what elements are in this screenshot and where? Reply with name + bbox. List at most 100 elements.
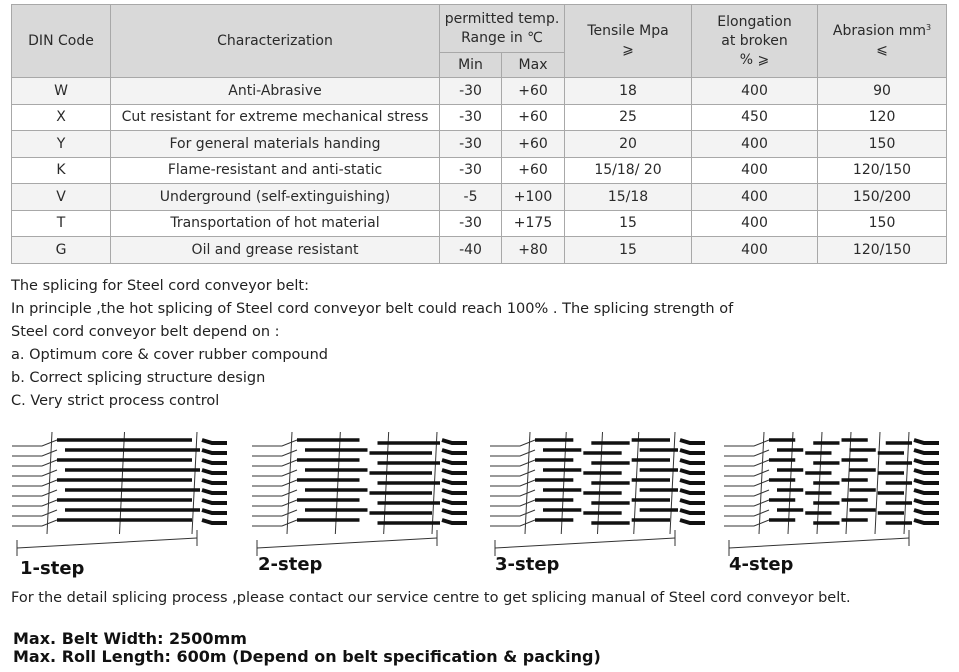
table-row: V Underground (self-extinguishing) -5 +100 1… [11,183,948,211]
thin-cord [724,489,770,497]
cell-desc: Anti-Abrasive [110,77,440,105]
right-cord [679,488,705,495]
cell-code: T [11,209,111,237]
cell-tensile: 15/18 [564,183,693,211]
step-marker-line [191,431,198,535]
step-2-label: 2-step [258,554,323,575]
cell-min: -5 [439,183,502,211]
right-cord [201,518,227,525]
cell-desc: Underground (self-extinguishing) [110,183,440,211]
thin-cord [12,519,58,527]
cell-abrasion: 150/200 [817,183,948,211]
cell-code: X [11,103,111,131]
cell-min: -30 [439,130,502,158]
right-cord [441,458,467,465]
right-cord [441,468,467,475]
cell-elong: 450 [691,103,819,131]
thin-cord [490,459,536,467]
cell-tensile: 15 [564,209,693,237]
header-elongation: Elongation at broken % ⩾ [691,4,819,78]
cell-min: -30 [439,209,502,237]
right-cord [679,468,705,475]
table-body: W Anti-Abrasive -30 +60 18 400 90 X Cut resistan… [11,77,948,264]
thin-cord [252,439,298,447]
cell-min: -30 [439,156,502,184]
cell-tensile: 25 [564,103,693,131]
cell-min: -30 [439,77,502,105]
cell-abrasion: 150 [817,130,948,158]
specification-table: DIN Code Characterization permitted temp… [11,4,948,264]
right-cord [913,498,939,505]
right-cord [441,488,467,495]
right-cord [201,498,227,505]
cell-tensile: 18 [564,77,693,105]
thin-cord [724,509,770,517]
thin-cord [12,489,58,497]
cell-abrasion: 150 [817,209,948,237]
right-cord [679,498,705,505]
cell-elong: 400 [691,209,819,237]
header-din-code: DIN Code [11,4,111,78]
cell-abrasion: 90 [817,77,948,105]
right-cord [913,458,939,465]
cell-code: K [11,156,111,184]
right-cord [679,518,705,525]
cell-max: +60 [500,130,566,158]
header-abrasion: Abrasion mm3 ⩽ [817,4,948,78]
thin-cord [490,469,536,477]
cell-code: Y [11,130,111,158]
thin-cord [252,469,298,477]
splicing-heading: The splicing for Steel cord conveyor bel… [11,278,309,294]
right-cord [679,438,705,445]
thin-cord [724,479,770,487]
splicing-line2: Steel cord conveyor belt depend on : [11,324,280,340]
thin-cord [12,459,58,467]
header-tensile: Tensile Mpa ⩾ [564,4,693,78]
table-row: K Flame-resistant and anti-static -30 +60 15… [11,156,948,184]
cell-elong: 400 [691,156,819,184]
cell-elong: 400 [691,77,819,105]
right-cord [679,508,705,515]
header-temp-max: Max [500,52,566,78]
cell-min: -40 [439,236,502,264]
right-cord [913,468,939,475]
thin-cord [490,479,536,487]
cell-max: +60 [500,77,566,105]
thin-cord [12,499,58,507]
thin-cord [252,519,298,527]
table-row: T Transportation of hot material -30 +175 15… [11,209,948,237]
header-characterization: Characterization [110,4,440,78]
cell-min: -30 [439,103,502,131]
thin-cord [724,469,770,477]
right-cord [913,518,939,525]
thin-cord [12,469,58,477]
cell-tensile: 20 [564,130,693,158]
cell-code: W [11,77,111,105]
thin-cord [490,489,536,497]
cell-max: +175 [500,209,566,237]
cell-max: +60 [500,103,566,131]
dimension-line [494,537,676,549]
max-roll-length: Max. Roll Length: 600m (Depend on belt s… [13,647,601,666]
table-row: G Oil and grease resistant -40 +80 15 400 120/… [11,236,948,264]
thin-cord [12,439,58,447]
table-row: X Cut resistant for extreme mechanical st… [11,103,948,131]
thin-cord [724,499,770,507]
header-temp-line1: permitted temp. [444,10,560,27]
cell-tensile: 15/18/ 20 [564,156,693,184]
right-cord [679,458,705,465]
cell-desc: For general materials handing [110,130,440,158]
right-cord [679,478,705,485]
cell-desc: Cut resistant for extreme mechanical str… [110,103,440,131]
thin-cord [724,439,770,447]
right-cord [201,488,227,495]
thin-cord [724,449,770,457]
header-abrasion-line1: Abrasion mm [832,23,927,39]
thin-cord [490,509,536,517]
right-cord [441,438,467,445]
header-tensile-line1: Tensile Mpa [587,23,669,39]
right-cord [441,508,467,515]
splicing-item-b: b. Correct splicing structure design [11,370,266,386]
thin-cord [490,519,536,527]
thin-cord [252,459,298,467]
